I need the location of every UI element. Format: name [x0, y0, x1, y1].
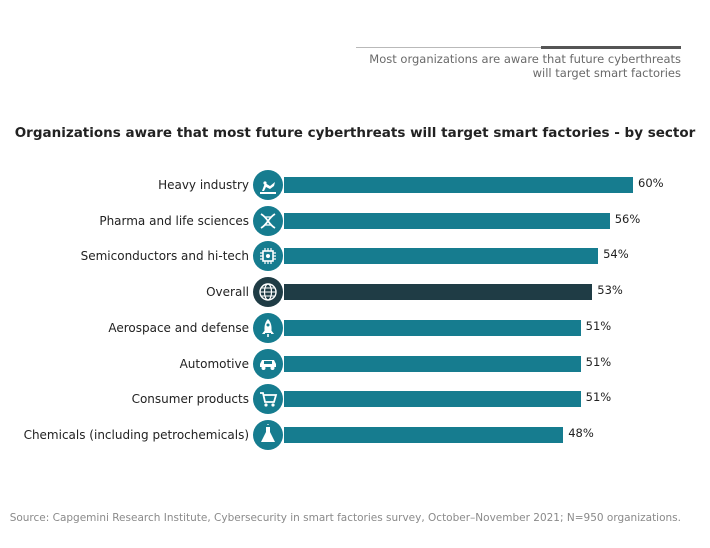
value-label: 60%	[638, 176, 664, 190]
value-label: 54%	[603, 247, 629, 262]
header-caption: Most organizations are aware that future…	[351, 52, 681, 80]
bar	[284, 319, 581, 336]
value-label: 53%	[597, 283, 623, 298]
flask-icon	[253, 419, 283, 450]
rocket-icon	[253, 312, 283, 343]
bar	[284, 177, 633, 193]
category-label: Overall	[206, 285, 249, 300]
header-rule-accent	[541, 46, 681, 49]
value-label: 56%	[614, 211, 641, 226]
header-caption-line-2: will target smart factories	[532, 66, 681, 80]
category-label: Semiconductors and hi-tech	[80, 249, 249, 264]
category-label: Heavy industry	[158, 178, 249, 192]
bar	[284, 426, 564, 443]
bar	[284, 391, 581, 408]
category-label: Consumer products	[131, 392, 249, 407]
value-label: 51%	[585, 354, 612, 369]
value-label: 51%	[585, 390, 612, 405]
bar	[284, 248, 599, 265]
source-note: Source: Capgemini Research Institute, Cy…	[9, 512, 681, 524]
category-label: Aerospace and defense	[108, 320, 249, 335]
bar	[284, 284, 593, 301]
bar	[284, 212, 610, 229]
chip-icon	[253, 241, 283, 272]
globe-icon	[253, 277, 283, 308]
value-label: 51%	[585, 318, 612, 333]
chart-title: Organizations aware that most future cyb…	[14, 125, 696, 141]
category-label: Automotive	[179, 356, 249, 371]
factory-robot-icon	[253, 170, 283, 200]
category-label: Chemicals (including petrochemicals)	[23, 427, 249, 442]
cart-icon	[253, 384, 283, 415]
car-icon	[253, 348, 283, 379]
header-rule	[356, 47, 681, 48]
bar	[284, 355, 581, 372]
category-label: Pharma and life sciences	[99, 213, 249, 228]
dna-icon	[253, 205, 283, 236]
value-label: 48%	[568, 425, 594, 440]
header-caption-line-1: Most organizations are aware that future…	[369, 52, 681, 66]
